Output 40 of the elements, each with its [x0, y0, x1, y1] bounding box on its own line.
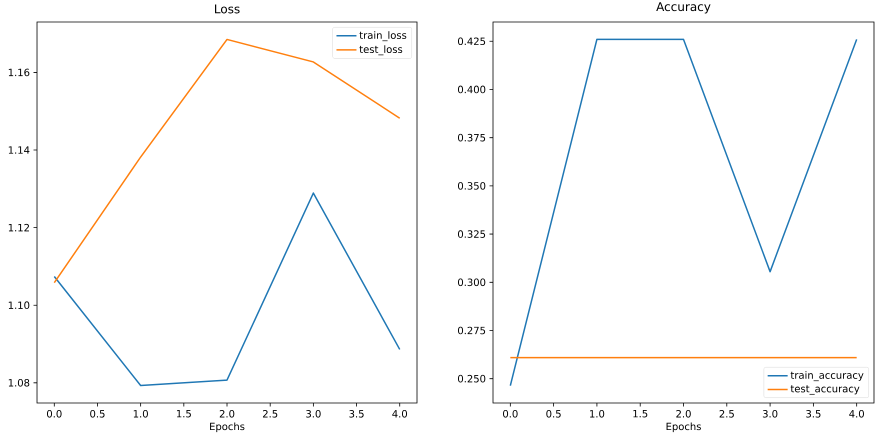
- legend-label: train_accuracy: [790, 371, 864, 382]
- x-axis-title: Epochs: [210, 422, 244, 432]
- y-tick-label: 0.425: [458, 37, 486, 46]
- x-tick-label: 0.0: [46, 410, 62, 418]
- x-tick-label: 2.0: [676, 410, 691, 418]
- x-tick-label: 1.5: [633, 410, 648, 418]
- chart-title: Loss: [215, 4, 240, 14]
- x-tick-label: 3.0: [762, 410, 778, 418]
- chart-title: Accuracy: [656, 2, 711, 14]
- x-tick-label: 1.0: [134, 410, 148, 418]
- y-tick-label: 1.12: [8, 224, 29, 232]
- y-tick-label: 0.350: [458, 182, 486, 190]
- y-tick-label: 1.14: [8, 146, 30, 154]
- x-tick-label: 1.5: [176, 410, 191, 418]
- y-tick-label: 1.16: [8, 68, 30, 76]
- x-tick-label: 0.5: [90, 410, 105, 418]
- x-tick-label: 2.5: [720, 410, 734, 418]
- y-tick-label: 1.10: [8, 301, 30, 309]
- x-tick-label: 1.0: [590, 410, 604, 418]
- y-tick-label: 0.325: [458, 230, 486, 238]
- legend-label: test_accuracy: [790, 385, 860, 395]
- line-series: [54, 192, 400, 386]
- y-tick-label: 1.08: [8, 379, 30, 387]
- x-tick-label: 0.0: [503, 410, 518, 418]
- y-tick-label: 0.300: [458, 278, 486, 286]
- x-tick-label: 0.5: [546, 410, 561, 418]
- x-tick-label: 2.0: [220, 410, 234, 418]
- x-tick-label: 4.0: [392, 410, 408, 418]
- y-tick-label: 0.375: [458, 134, 486, 142]
- x-tick-label: 3.0: [306, 410, 321, 418]
- x-tick-label: 4.0: [849, 410, 864, 418]
- legend-label: test_loss: [359, 45, 402, 56]
- legend-label: train_loss: [359, 31, 406, 42]
- x-axis-title: Epochs: [666, 422, 701, 432]
- y-tick-label: 0.250: [458, 374, 486, 382]
- x-tick-label: 3.5: [806, 410, 820, 418]
- x-tick-label: 3.5: [349, 410, 364, 418]
- y-tick-label: 0.400: [458, 86, 486, 94]
- y-tick-label: 0.275: [458, 326, 486, 334]
- x-tick-label: 2.5: [262, 410, 278, 418]
